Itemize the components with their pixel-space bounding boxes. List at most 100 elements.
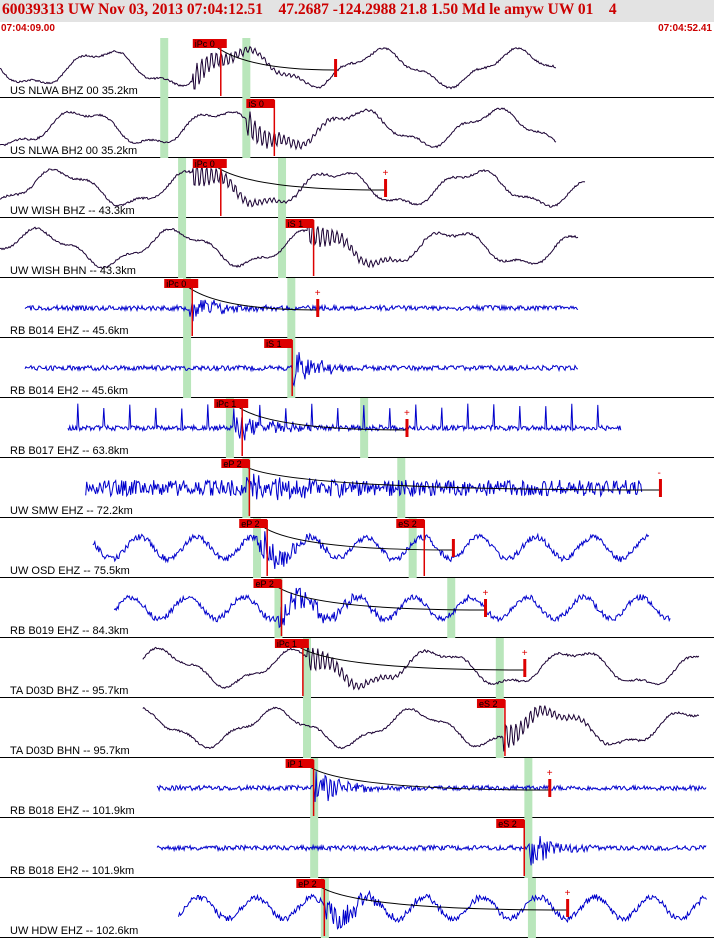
phase-window: [183, 338, 192, 398]
station-label: TA D03D BHZ -- 95.7km: [10, 685, 128, 697]
phase-window: [495, 638, 504, 698]
phase-pick-tag[interactable]: [264, 339, 293, 348]
station-label: RB B019 EHZ -- 84.3km: [10, 625, 129, 637]
trace-panel[interactable]: iS 0 US NLWA BH2 00 35.2km: [0, 98, 714, 158]
phase-pick-tag[interactable]: [192, 159, 227, 168]
phase-pick-tag[interactable]: [214, 399, 249, 408]
coda-curve: [294, 643, 525, 671]
waveform: [0, 220, 579, 269]
trace-panel[interactable]: + iPc 1 RB B017 EHZ -- 63.8km: [0, 398, 714, 458]
phase-pick-tag[interactable]: [221, 459, 250, 468]
phase-pick-label: iS 0: [248, 99, 264, 109]
phase-window: [360, 398, 369, 458]
trace-panel[interactable]: + eP 2 UW HDW EHZ -- 102.6km: [0, 878, 714, 938]
waveform: [142, 645, 700, 691]
phase-pick-label: eP 2: [241, 519, 259, 529]
trace-panel[interactable]: + iPc 0 RB B014 EHZ -- 45.6km: [0, 278, 714, 338]
phase-pick-tag[interactable]: [253, 579, 282, 588]
phase-window: [274, 578, 283, 638]
trace-panel[interactable]: eS 2 RB B018 EH2 -- 101.9km: [0, 818, 714, 878]
phase-pick-tag[interactable]: [192, 39, 227, 48]
phase-pick-tag[interactable]: [396, 519, 425, 528]
trace-panel[interactable]: iS 1 UW WISH BHN -- 43.3km: [0, 218, 714, 278]
header-bar: 60039313 UW Nov 03, 2013 07:04:12.51 47.…: [0, 0, 714, 22]
coda-curve: [212, 163, 386, 191]
station-label: RB B014 EHZ -- 45.6km: [10, 325, 129, 337]
phase-window: [183, 278, 192, 338]
station-label: RB B018 EHZ -- 101.9km: [10, 805, 135, 817]
phase-pick-label: eS 2: [479, 699, 498, 709]
station-label: UW WISH BHN -- 43.3km: [10, 265, 136, 277]
phase-window: [524, 818, 533, 878]
phase-window: [278, 158, 287, 218]
phase-pick-tag[interactable]: [285, 219, 314, 228]
phase-pick-tag[interactable]: [274, 639, 309, 648]
coda-curve: [258, 523, 454, 551]
station-label: UW HDW EHZ -- 102.6km: [10, 925, 138, 937]
phase-window: [524, 758, 533, 818]
phase-pick-label: eP 2: [223, 459, 241, 469]
phase-pick-tag[interactable]: [296, 879, 325, 888]
station-label: US NLWA BHZ 00 35.2km: [10, 85, 138, 97]
coda-curve: [241, 463, 661, 491]
trace-panel[interactable]: + iPc 1 TA D03D BHZ -- 95.7km: [0, 638, 714, 698]
waveform: [85, 473, 643, 501]
trace-panel[interactable]: + eP 2 RB B019 EHZ -- 84.3km: [0, 578, 714, 638]
phase-pick-label: iS 1: [288, 219, 304, 229]
event-title: 60039313 UW Nov 03, 2013 07:04:12.51 47.…: [2, 1, 617, 18]
amplitude-sign: +: [522, 648, 528, 659]
coda-curve: [273, 583, 486, 611]
station-label: UW WISH BHZ -- 43.3km: [10, 205, 135, 217]
phase-pick-tag[interactable]: [246, 99, 275, 108]
phase-window: [303, 698, 312, 758]
phase-pick-label: iPc 0: [195, 159, 215, 169]
station-label: TA D03D BHN -- 95.7km: [10, 745, 130, 757]
phase-pick-label: eP 2: [255, 579, 273, 589]
phase-pick-label: iP 1: [288, 759, 303, 769]
phase-pick-label: iS 1: [266, 339, 282, 349]
phase-pick-label: iPc 1: [277, 639, 297, 649]
trace-panel[interactable]: + iP 1 RB B018 EHZ -- 101.9km: [0, 758, 714, 818]
waveform: [156, 836, 707, 866]
trace-panel[interactable]: eS 2 TA D03D BHN -- 95.7km: [0, 698, 714, 758]
waveform: [113, 587, 671, 629]
phase-pick-tag[interactable]: [285, 759, 314, 768]
phase-window: [178, 158, 187, 218]
amplitude-sign: +: [547, 768, 553, 779]
phase-window: [303, 638, 312, 698]
trace-panel[interactable]: + iPc 0 UW WISH BHZ -- 43.3km: [0, 158, 714, 218]
trace-panel[interactable]: eP 2 eS 2 UW OSD EHZ -- 75.5km: [0, 518, 714, 578]
trace-panel[interactable]: iPc 0 US NLWA BHZ 00 35.2km: [0, 38, 714, 98]
phase-window: [178, 218, 187, 278]
amplitude-sign: +: [383, 168, 389, 179]
coda-curve: [212, 43, 336, 71]
waveform: [24, 352, 579, 387]
phase-window: [160, 38, 169, 98]
phase-pick-label: iPc 0: [195, 39, 215, 49]
phase-pick-tag[interactable]: [164, 279, 199, 288]
phase-window: [278, 218, 287, 278]
amplitude-sign: +: [483, 588, 489, 599]
coda-curve: [315, 883, 568, 911]
trace-panel[interactable]: - eP 2 UW SMW EHZ -- 72.2km: [0, 458, 714, 518]
phase-window: [242, 98, 251, 158]
phase-pick-label: iPc 1: [216, 399, 236, 409]
station-label: RB B018 EH2 -- 101.9km: [10, 865, 134, 877]
amplitude-sign: +: [565, 888, 571, 899]
amplitude-sign: +: [404, 408, 410, 419]
phase-pick-label: eS 2: [498, 819, 517, 829]
waveform: [156, 771, 707, 802]
station-label: UW SMW EHZ -- 72.2km: [10, 505, 133, 517]
phase-pick-tag[interactable]: [496, 819, 525, 828]
phase-window: [408, 518, 417, 578]
station-label: RB B014 EH2 -- 45.6km: [10, 385, 128, 397]
phase-pick-tag[interactable]: [476, 699, 505, 708]
trace-panel[interactable]: iS 1 RB B014 EH2 -- 45.6km: [0, 338, 714, 398]
seismogram-panel[interactable]: iPc 0 US NLWA BHZ 00 35.2km iS 0 US NLWA BH…: [0, 38, 714, 938]
phase-window: [253, 518, 262, 578]
station-label: US NLWA BH2 00 35.2km: [10, 145, 137, 157]
station-label: UW OSD EHZ -- 75.5km: [10, 565, 130, 577]
phase-pick-label: iPc 0: [166, 279, 186, 289]
end-time: 07:04:52.41: [658, 23, 712, 34]
phase-pick-tag[interactable]: [239, 519, 268, 528]
